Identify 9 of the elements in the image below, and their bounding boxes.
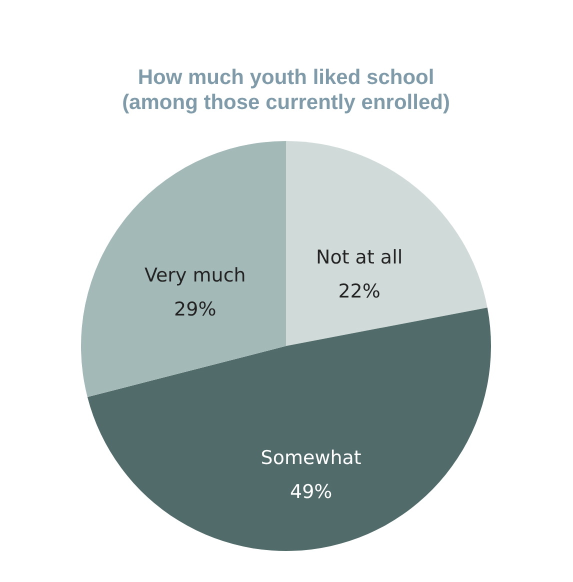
pie-slice [286,141,488,346]
slice-label: Somewhat [260,447,362,470]
chart-title: How much youth liked school (among those currently enrolled) [122,66,450,114]
data-label: 29% [174,298,216,321]
data-label: 49% [290,481,332,504]
slice-label: Very much [144,264,246,287]
slice-label: Not at all [316,246,403,268]
data-label: 22% [338,280,380,302]
pie-slice [81,141,286,397]
